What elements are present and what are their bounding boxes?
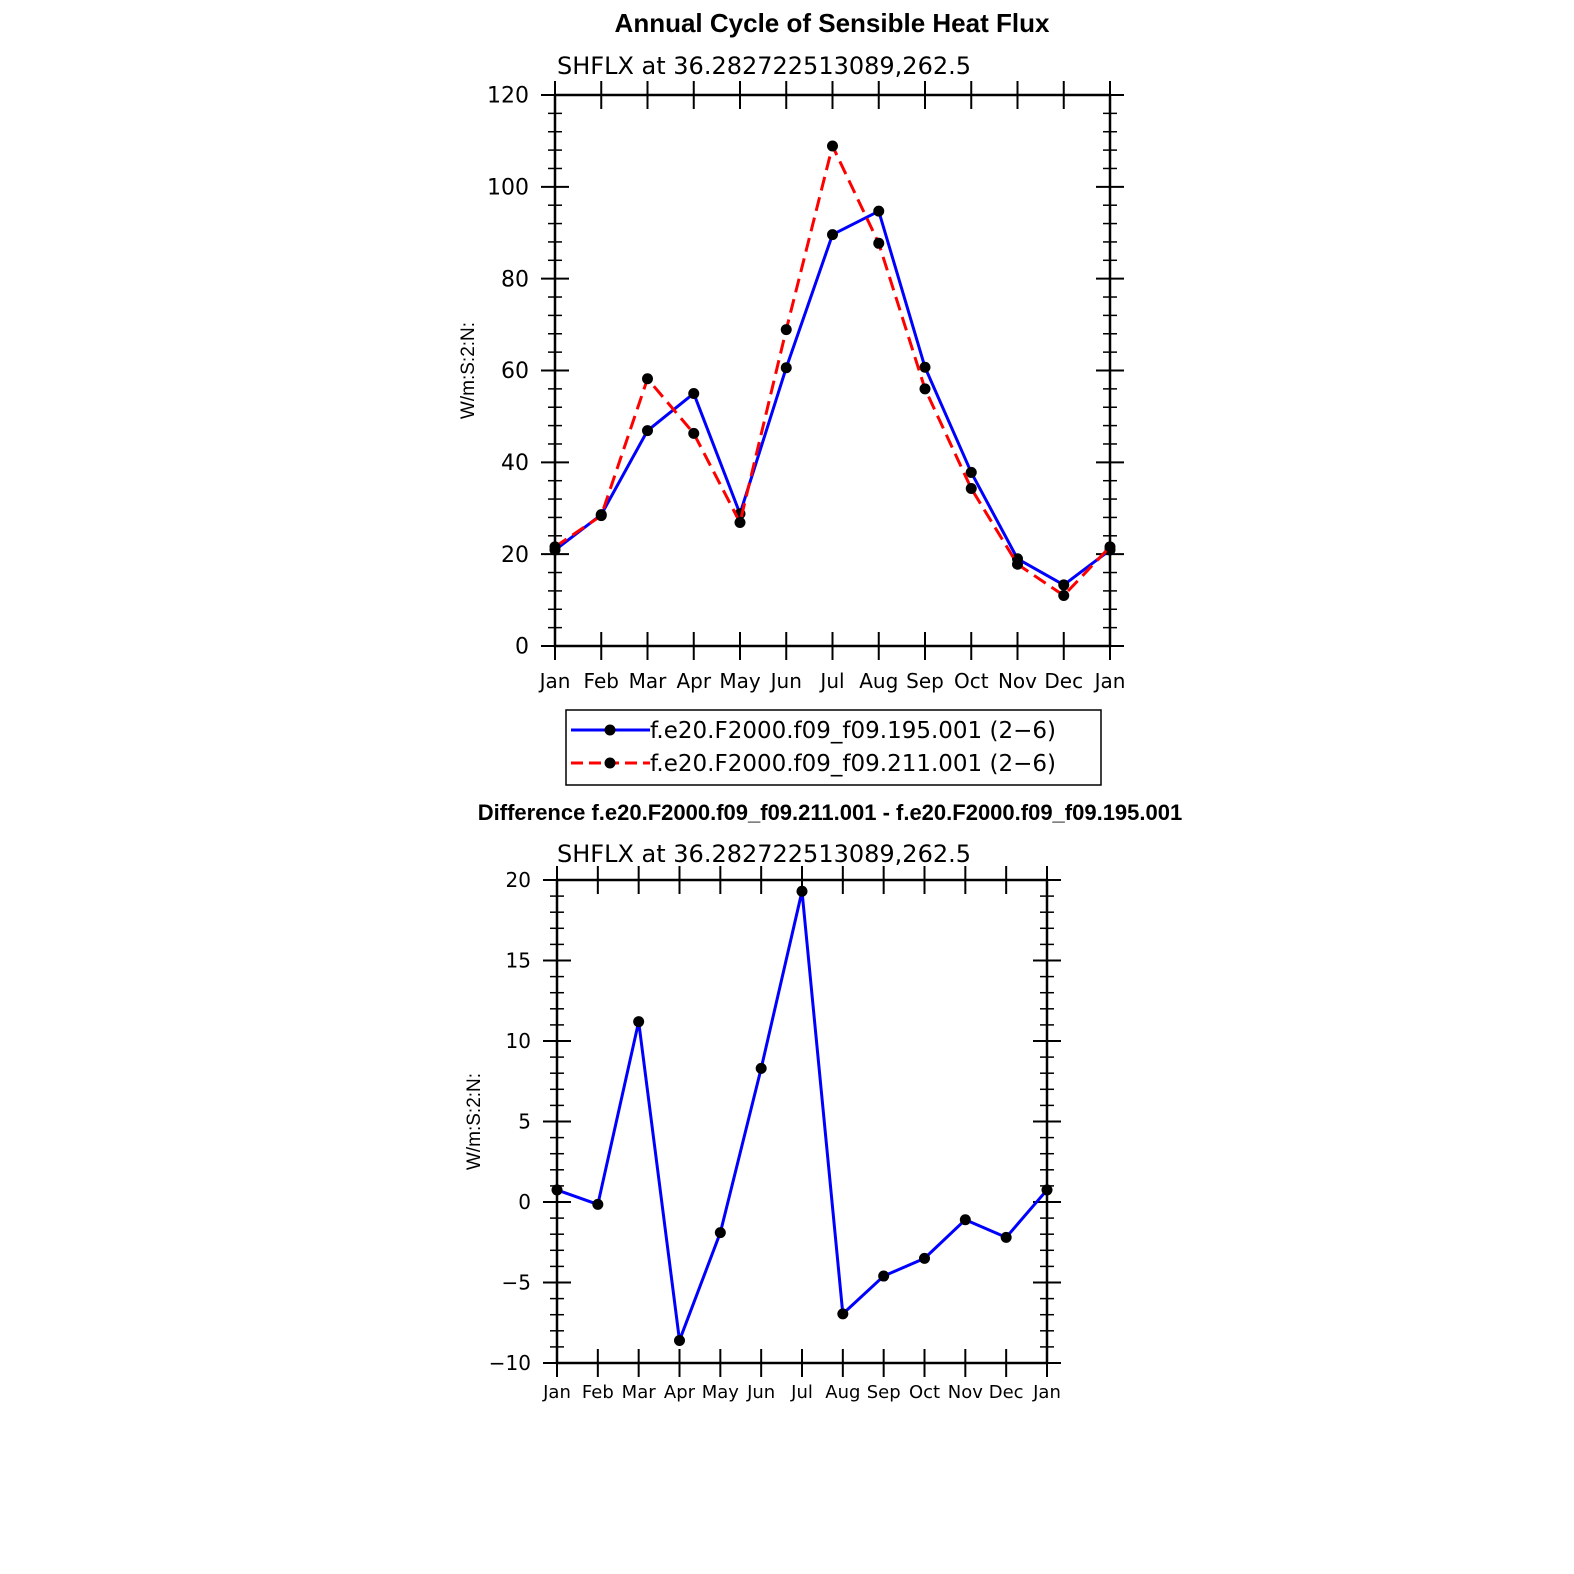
chart-subtitle: SHFLX at 36.282722513089,262.5: [557, 840, 971, 868]
legend: f.e20.F2000.f09_f09.195.001 (2−6) f.e20.F…: [565, 709, 1102, 786]
chart-title: Difference f.e20.F2000.f09_f09.211.001 -…: [478, 800, 1182, 825]
data-point: [780, 362, 792, 374]
x-tick-label: Jul: [790, 1382, 813, 1403]
data-point: [1012, 558, 1023, 570]
data-point: [1058, 579, 1070, 591]
x-tick-label: Nov: [998, 669, 1037, 693]
data-point: [714, 1227, 726, 1239]
y-tick-label: 20: [501, 543, 529, 568]
data-point: [919, 361, 931, 373]
data-point: [642, 373, 653, 385]
legend-swatch-marker: [604, 757, 616, 769]
data-point: [549, 541, 561, 553]
x-tick-label: Apr: [676, 669, 711, 693]
data-point: [1058, 589, 1070, 601]
x-tick-label: Jan: [538, 669, 571, 693]
legend-box: [565, 709, 1102, 786]
series-line-1: [554, 209, 1111, 587]
data-point: [873, 205, 885, 217]
y-tick-label: 20: [506, 868, 531, 892]
y-tick-label: 100: [487, 176, 529, 201]
x-tick-label: Jun: [746, 1382, 775, 1403]
data-point: [959, 1214, 971, 1226]
y-tick-label: 15: [506, 949, 531, 973]
x-tick-label: Jan: [1093, 669, 1126, 693]
x-tick-label: Jun: [769, 669, 802, 693]
x-tick-label: Feb: [582, 1382, 614, 1403]
chart-title: Annual Cycle of Sensible Heat Flux: [615, 8, 1050, 38]
chart-subtitle: SHFLX at 36.282722513089,262.5: [557, 52, 971, 80]
data-point: [592, 1198, 604, 1210]
x-tick-label: May: [719, 669, 761, 693]
x-tick-label: Mar: [622, 1382, 657, 1403]
x-tick-label: Oct: [954, 669, 989, 693]
data-point: [827, 140, 838, 152]
data-point: [551, 1184, 563, 1196]
data-point: [965, 466, 977, 478]
y-tick-label: 120: [487, 84, 529, 109]
x-tick-label: Aug: [859, 669, 898, 693]
x-tick-label: Feb: [584, 669, 619, 693]
x-tick-label: Jan: [542, 1382, 571, 1403]
data-point: [688, 387, 700, 399]
legend-entry-2: f.e20.F2000.f09_f09.211.001 (2−6): [650, 751, 1056, 777]
x-tick-label: Dec: [989, 1382, 1024, 1403]
data-point: [1104, 541, 1116, 553]
y-tick-label: 5: [518, 1110, 531, 1134]
y-axis-label: W/m:S:2:N:: [464, 1073, 485, 1170]
y-tick-label: 40: [501, 451, 529, 476]
y-tick-label: 80: [501, 267, 529, 292]
y-tick-label: −5: [502, 1271, 531, 1295]
data-point: [688, 427, 700, 439]
x-tick-label: May: [702, 1382, 740, 1403]
legend-swatch-marker: [604, 724, 616, 736]
plot-frame: [555, 878, 1049, 1365]
data-point: [827, 229, 838, 241]
data-point: [919, 1252, 930, 1264]
data-point: [755, 1062, 767, 1074]
x-tick-label: Sep: [867, 1382, 901, 1403]
series-line-2: [554, 144, 1112, 597]
x-tick-label: Aug: [825, 1382, 860, 1403]
data-point: [873, 237, 885, 249]
y-tick-label: 60: [501, 359, 529, 384]
data-point: [878, 1270, 890, 1282]
chart-1: Annual Cycle of Sensible Heat Flux SHFLX …: [458, 8, 1126, 786]
data-point: [642, 425, 653, 437]
data-point: [780, 324, 792, 336]
x-tick-label: Oct: [909, 1382, 940, 1403]
x-tick-label: Jan: [1032, 1382, 1061, 1403]
x-tick-label: Mar: [629, 669, 668, 693]
x-tick-label: Apr: [664, 1382, 696, 1403]
chart-2: Difference f.e20.F2000.f09_f09.211.001 -…: [464, 800, 1182, 1403]
y-tick-label: 0: [515, 635, 529, 660]
data-point: [919, 383, 931, 395]
data-point: [674, 1334, 685, 1346]
y-tick-label: −10: [489, 1351, 531, 1375]
data-point: [1041, 1184, 1053, 1196]
data-point: [734, 516, 746, 528]
data-point: [595, 510, 607, 522]
y-tick-label: 0: [518, 1190, 531, 1214]
data-point: [633, 1016, 645, 1028]
x-tick-label: Dec: [1044, 669, 1083, 693]
data-point: [796, 885, 808, 897]
x-tick-label: Sep: [906, 669, 944, 693]
y-tick-label: 10: [506, 1029, 531, 1053]
x-tick-label: Nov: [948, 1382, 983, 1403]
series-line-1: [556, 889, 1049, 1342]
y-axis-label: W/m:S:2:N:: [458, 322, 479, 419]
data-point: [965, 483, 977, 495]
x-tick-label: Jul: [818, 669, 844, 693]
legend-entry-1: f.e20.F2000.f09_f09.195.001 (2−6): [650, 718, 1056, 744]
data-point: [1000, 1231, 1012, 1243]
data-point: [837, 1308, 849, 1320]
